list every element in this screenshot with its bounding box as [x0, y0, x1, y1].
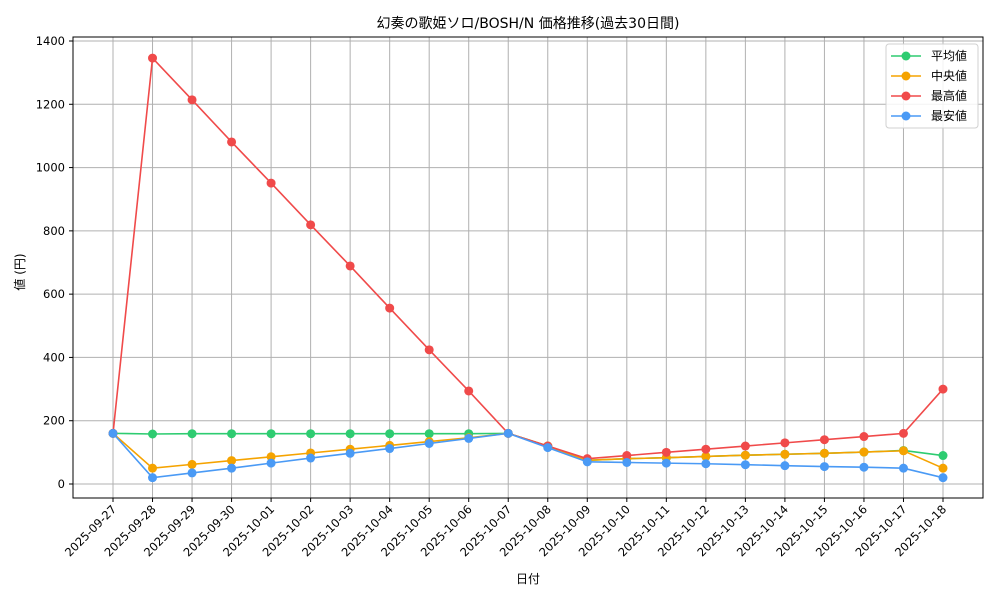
data-point: [345, 261, 355, 271]
x-axis-label: 日付: [516, 572, 540, 586]
data-point: [740, 460, 750, 470]
data-point: [859, 462, 869, 472]
legend-box: [885, 43, 979, 129]
x-axis-ticks: 2025-09-272025-09-282025-09-292025-09-30…: [62, 498, 949, 559]
series-line: [112, 432, 944, 462]
data-point: [385, 444, 395, 454]
data-point: [266, 452, 276, 462]
data-point: [938, 384, 948, 394]
data-point: [859, 447, 869, 457]
data-point: [187, 95, 197, 105]
chart-title: 幻奏の歌姫ソロ/BOSH/N 価格推移(過去30日間): [377, 16, 680, 32]
y-axis-ticks: 0 200 400 600 800 1000 1200 1400: [36, 34, 73, 491]
data-point: [424, 345, 434, 355]
data-point: [819, 462, 829, 472]
data-point: [780, 449, 790, 459]
data-point: [385, 429, 395, 439]
legend-item: 最高値: [891, 88, 967, 103]
data-point: [543, 443, 553, 453]
data-point: [385, 303, 395, 313]
data-point: [306, 429, 316, 439]
data-point: [819, 435, 829, 445]
data-point: [345, 448, 355, 458]
data-point: [859, 432, 869, 442]
data-point: [780, 438, 790, 448]
series-line: [112, 432, 944, 470]
data-point: [345, 429, 355, 439]
data-point: [582, 457, 592, 467]
data-point: [227, 463, 237, 473]
data-point: [187, 459, 197, 469]
data-point: [306, 220, 316, 230]
data-point: [266, 458, 276, 468]
y-tick-label: 800: [43, 224, 65, 238]
data-point: [661, 458, 671, 468]
series-最安値: [108, 428, 948, 483]
data-point: [148, 463, 158, 473]
data-point: [227, 429, 237, 439]
data-point: [622, 457, 632, 467]
plot-frame: [72, 36, 984, 499]
legend-swatch-marker: [901, 51, 911, 61]
y-tick-label: 200: [43, 414, 65, 428]
y-tick-label: 0: [58, 477, 65, 491]
data-point: [898, 428, 908, 438]
y-tick-label: 600: [43, 287, 65, 301]
y-tick-label: 1400: [36, 34, 65, 48]
legend-label: 中央値: [931, 68, 967, 83]
data-point: [503, 428, 513, 438]
data-point: [701, 451, 711, 461]
data-point: [701, 459, 711, 469]
data-point: [187, 468, 197, 478]
data-point: [227, 456, 237, 466]
y-tick-label: 400: [43, 350, 65, 364]
data-point: [661, 447, 671, 457]
data-point: [424, 429, 434, 439]
y-axis-label: 値 (円): [12, 253, 27, 290]
data-point: [148, 53, 158, 63]
data-point: [266, 178, 276, 188]
series-最高値: [108, 53, 948, 464]
data-point: [701, 444, 711, 454]
data-point: [306, 453, 316, 463]
data-point: [622, 451, 632, 461]
legend-swatch-marker: [901, 71, 911, 81]
legend-item: 最安値: [891, 108, 967, 123]
data-point: [780, 461, 790, 471]
series-layer: [108, 53, 948, 483]
data-point: [819, 448, 829, 458]
data-point: [424, 438, 434, 448]
legend-item: 中央値: [891, 68, 967, 83]
data-point: [148, 473, 158, 483]
legend-swatch-marker: [901, 111, 911, 121]
data-point: [938, 463, 948, 473]
y-tick-label: 1200: [36, 97, 65, 111]
data-point: [108, 428, 118, 438]
data-point: [187, 429, 197, 439]
data-point: [898, 463, 908, 473]
y-tick-label: 1000: [36, 161, 65, 175]
data-point: [266, 429, 276, 439]
series-line: [112, 432, 944, 479]
data-point: [464, 386, 474, 396]
legend-swatch-marker: [901, 91, 911, 101]
data-point: [464, 433, 474, 443]
grid-lines: [73, 37, 983, 498]
legend-item: 平均値: [891, 48, 967, 63]
data-point: [740, 441, 750, 451]
data-point: [148, 429, 158, 439]
legend-label: 平均値: [931, 48, 967, 63]
data-point: [898, 446, 908, 456]
data-point: [938, 473, 948, 483]
data-point: [740, 450, 750, 460]
series-line: [112, 56, 944, 460]
data-point: [938, 451, 948, 461]
legend-label: 最安値: [931, 108, 967, 123]
legend-label: 最高値: [931, 88, 967, 103]
data-point: [227, 137, 237, 147]
